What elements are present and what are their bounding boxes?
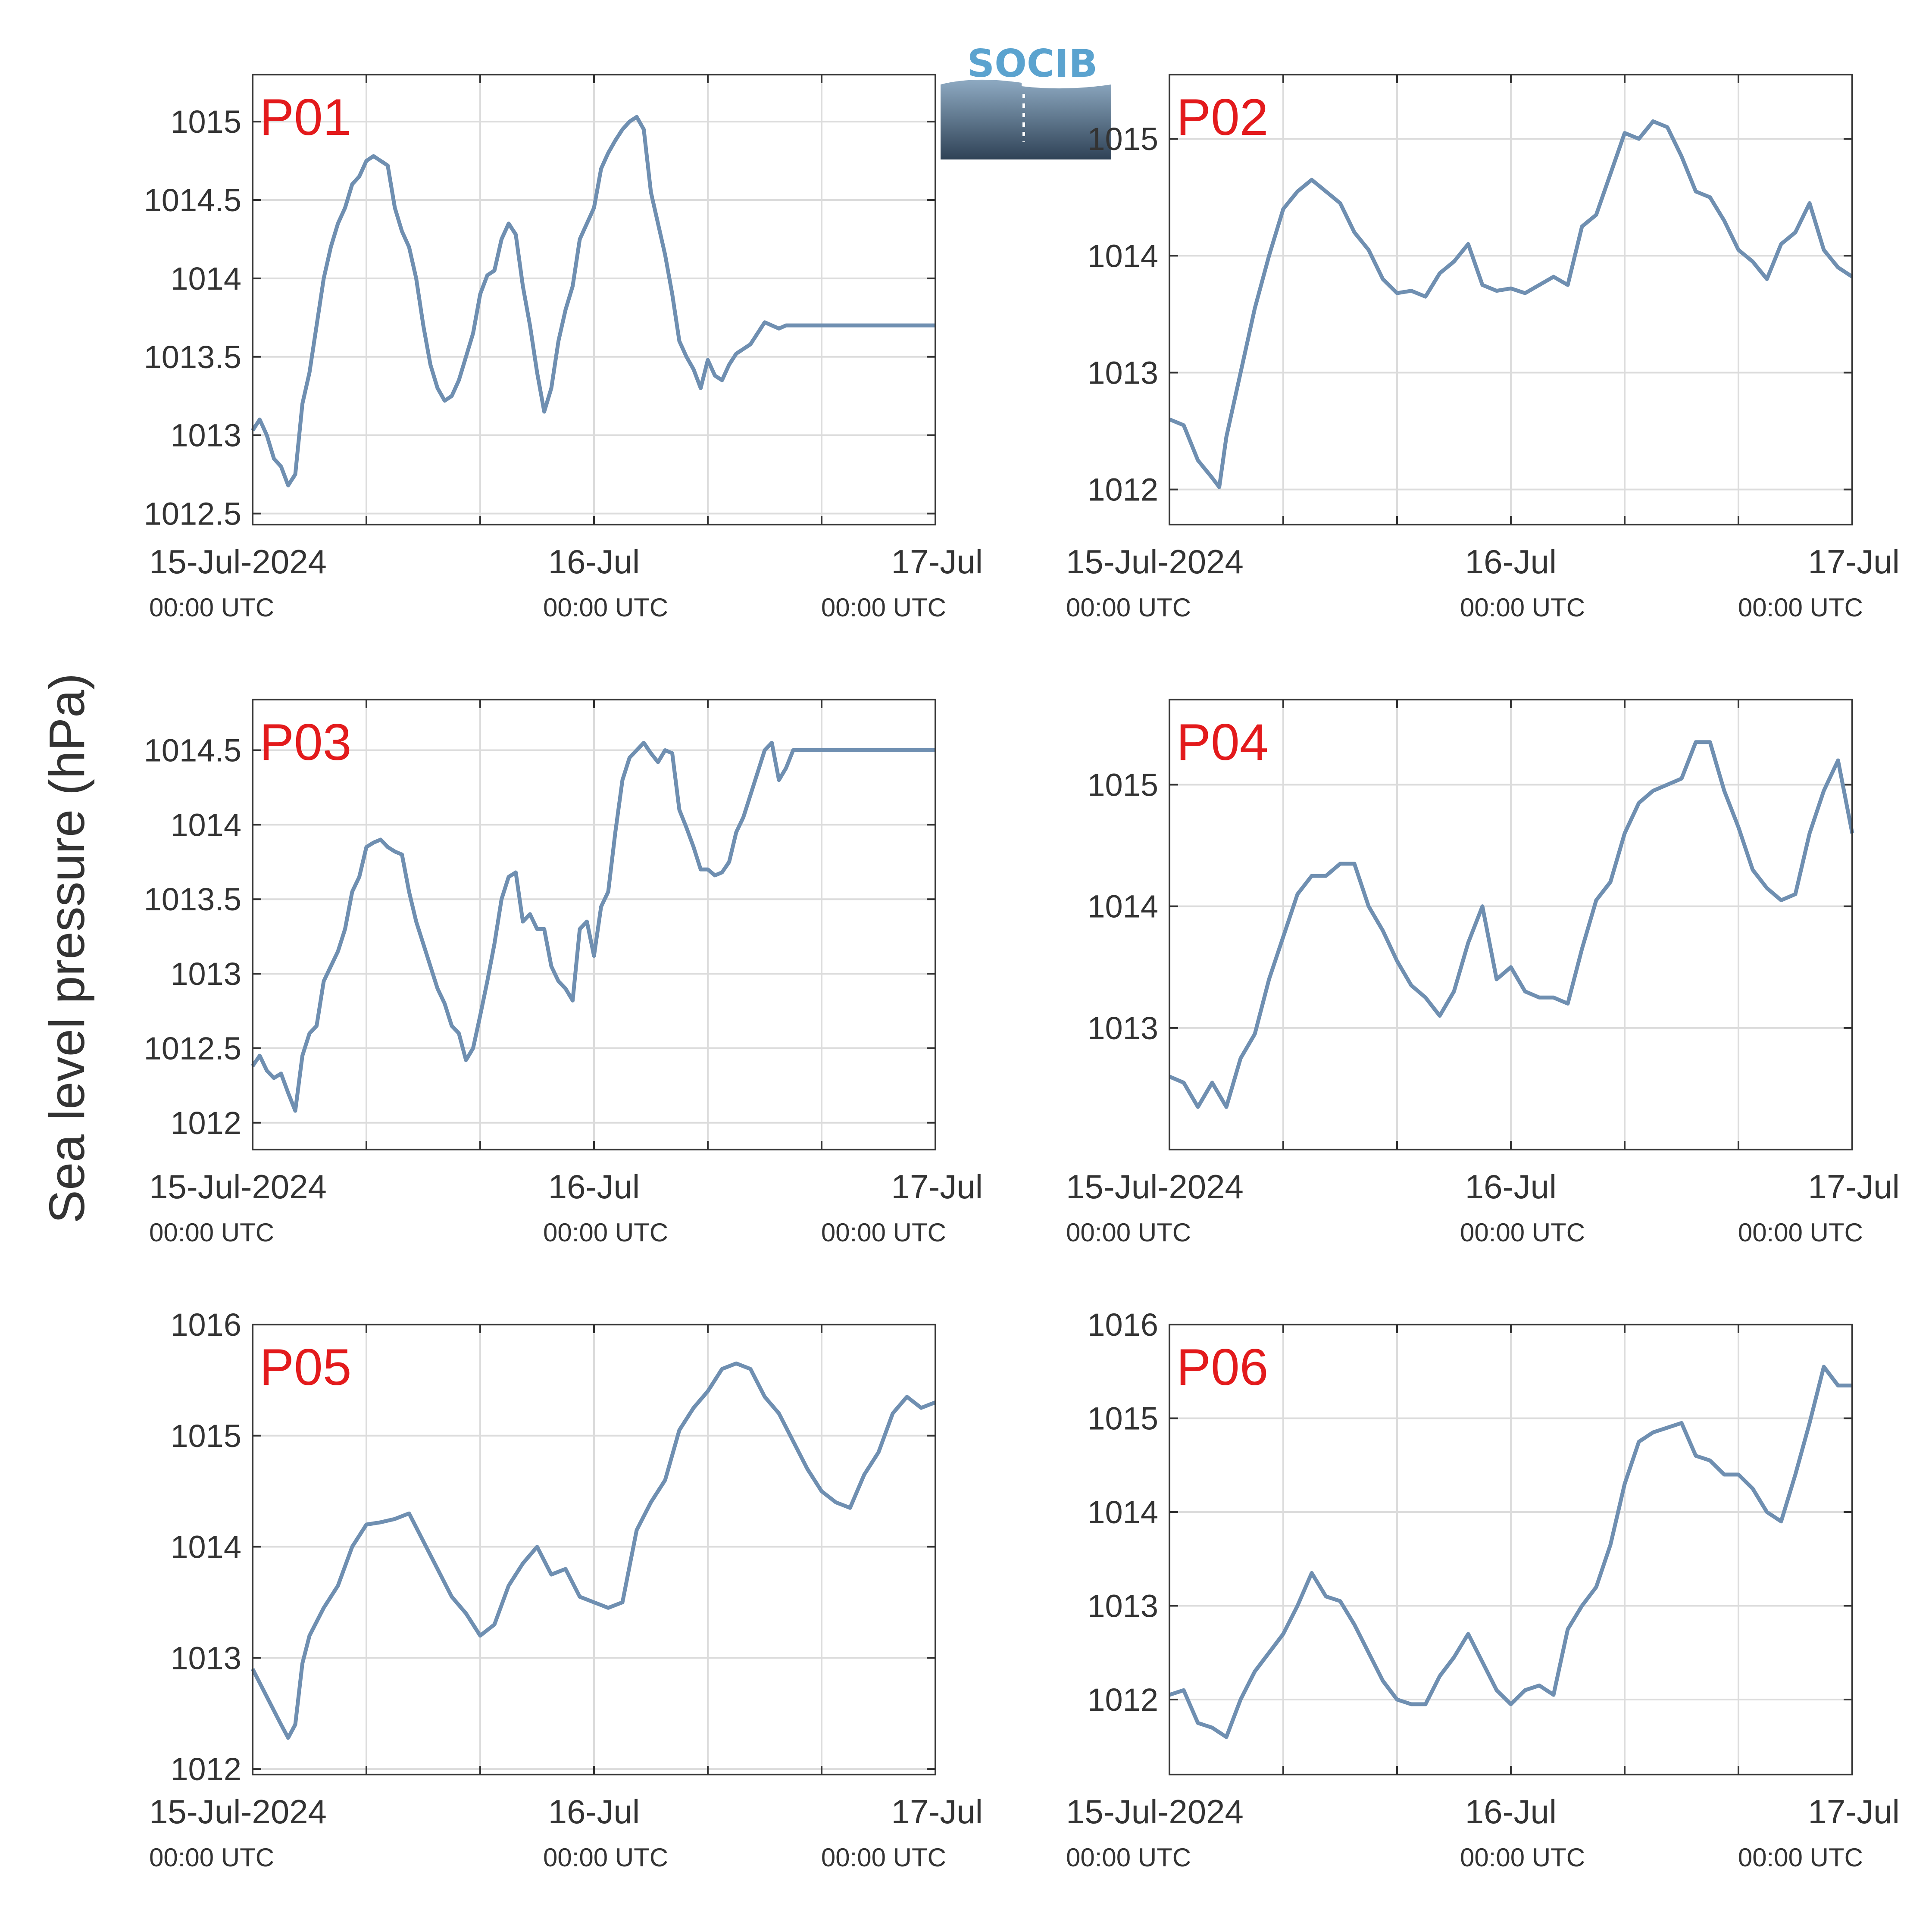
y-tick-label: 1014.5 [144,182,241,218]
x-tick-label: 17-Jul [1808,1793,1900,1831]
x-tick-label: 16-Jul [548,543,640,581]
series-line-p02 [1169,119,1854,489]
y-tick-label: 1015 [1087,767,1158,803]
y-axis-label: Sea level pressure (hPa) [39,673,95,1224]
plot-frame [252,699,936,1150]
y-tick-label: 1016 [170,1307,241,1343]
panel-label: P02 [1176,88,1269,146]
y-tick-label: 1012 [1087,1682,1158,1718]
x-tick-sublabel: 00:00 UTC [149,1843,274,1872]
y-tick-label: 1012 [170,1751,241,1787]
y-tick-label: 1016 [1087,1307,1158,1343]
x-tick-label: 17-Jul [1808,1168,1900,1206]
chart-panel-p02: 1012 1013 1014 1015 15-Jul-2024 00:00 UTC 16-J… [1066,74,1900,622]
x-tick-sublabel: 00:00 UTC [1738,1218,1863,1247]
chart-panel-p06: 1012 1013 1014 1015 1016 15-Jul-2024 00:00 UTC… [1066,1307,1900,1872]
panel-label: P03 [259,713,352,771]
x-tick-label: 17-Jul [891,1168,983,1206]
socib-logo-text: SOCIB [967,41,1098,86]
x-tick-sublabel: 00:00 UTC [1460,1218,1585,1247]
x-tick-sublabel: 00:00 UTC [1460,1843,1585,1872]
plot-frame [252,74,936,525]
y-tick-label: 1013.5 [144,881,241,917]
x-tick-sublabel: 00:00 UTC [149,593,274,622]
y-tick-label: 1014 [170,261,241,297]
x-tick-label: 15-Jul-2024 [1066,543,1244,581]
plot-frame [252,1324,936,1775]
x-tick-sublabel: 00:00 UTC [1738,593,1863,622]
x-tick-label: 16-Jul [1465,1168,1557,1206]
x-tick-sublabel: 00:00 UTC [1738,1843,1863,1872]
panel-label: P05 [259,1338,352,1396]
y-tick-label: 1014 [1087,889,1158,925]
x-tick-sublabel: 00:00 UTC [543,593,668,622]
y-tick-label: 1014.5 [144,733,241,769]
series-line-p06 [1169,1365,1852,1739]
x-tick-sublabel: 00:00 UTC [543,1218,668,1247]
chart-panel-p03: 1012 1012.5 1013 1013.5 1014 1014.5 15-Jul-202… [144,699,983,1247]
chart-panel-p04: 1013 1014 1015 15-Jul-2024 00:00 UTC 16-Jul 00… [1066,699,1900,1247]
panel-label: P06 [1176,1338,1269,1396]
x-tick-sublabel: 00:00 UTC [1066,1843,1191,1872]
x-tick-sublabel: 00:00 UTC [821,1218,946,1247]
x-tick-label: 17-Jul [891,543,983,581]
x-tick-sublabel: 00:00 UTC [1066,1218,1191,1247]
panel-label: P04 [1176,713,1269,771]
x-tick-sublabel: 00:00 UTC [1460,593,1585,622]
x-tick-label: 17-Jul [891,1793,983,1831]
panel-label: P01 [259,88,352,146]
series-line-p01 [251,115,935,487]
series-line-p03 [251,741,935,1113]
y-tick-label: 1013 [170,956,241,992]
plot-frame [1169,74,1853,525]
chart-panel-p05: 1012 1013 1014 1015 1016 15-Jul-2024 00:00 UTC… [149,1307,983,1872]
x-tick-label: 15-Jul-2024 [149,543,327,581]
y-tick-label: 1014 [1087,1494,1158,1530]
y-tick-label: 1014 [170,807,241,843]
y-tick-label: 1015 [1087,1401,1158,1437]
plot-frame [1169,1324,1853,1775]
y-tick-label: 1013 [170,418,241,453]
series-line-p05 [250,1361,936,1740]
x-tick-label: 16-Jul [1465,543,1557,581]
y-tick-label: 1013 [1087,1588,1158,1624]
y-tick-label: 1015 [170,1418,241,1454]
y-tick-label: 1013.5 [144,339,241,375]
x-tick-sublabel: 00:00 UTC [821,593,946,622]
x-tick-label: 17-Jul [1808,543,1900,581]
x-tick-sublabel: 00:00 UTC [1066,593,1191,622]
y-tick-label: 1014 [170,1529,241,1565]
y-tick-label: 1013 [1087,355,1158,391]
y-tick-label: 1014 [1087,238,1158,274]
y-tick-label: 1012 [1087,472,1158,508]
x-tick-label: 15-Jul-2024 [149,1793,327,1831]
x-tick-sublabel: 00:00 UTC [543,1843,668,1872]
y-tick-label: 1012.5 [144,1031,241,1066]
x-tick-label: 16-Jul [548,1793,640,1831]
y-tick-label: 1012 [170,1105,241,1141]
x-tick-label: 16-Jul [548,1168,640,1206]
chart-panel-p01: 1012.5 1013 1013.5 1014 1014.5 1015 15-Jul-202… [144,74,983,622]
series-line-p04 [1169,740,1854,1109]
y-tick-label: 1015 [1087,121,1158,157]
y-tick-label: 1013 [1087,1010,1158,1046]
y-tick-label: 1015 [170,104,241,140]
y-tick-label: 1012.5 [144,496,241,532]
x-tick-label: 15-Jul-2024 [1066,1168,1244,1206]
x-tick-label: 15-Jul-2024 [1066,1793,1244,1831]
x-tick-sublabel: 00:00 UTC [821,1843,946,1872]
x-tick-label: 16-Jul [1465,1793,1557,1831]
socib-logo: SOCIB [941,41,1111,159]
y-tick-label: 1013 [170,1640,241,1676]
x-tick-label: 15-Jul-2024 [149,1168,327,1206]
plot-frame [1169,699,1853,1150]
x-tick-sublabel: 00:00 UTC [149,1218,274,1247]
